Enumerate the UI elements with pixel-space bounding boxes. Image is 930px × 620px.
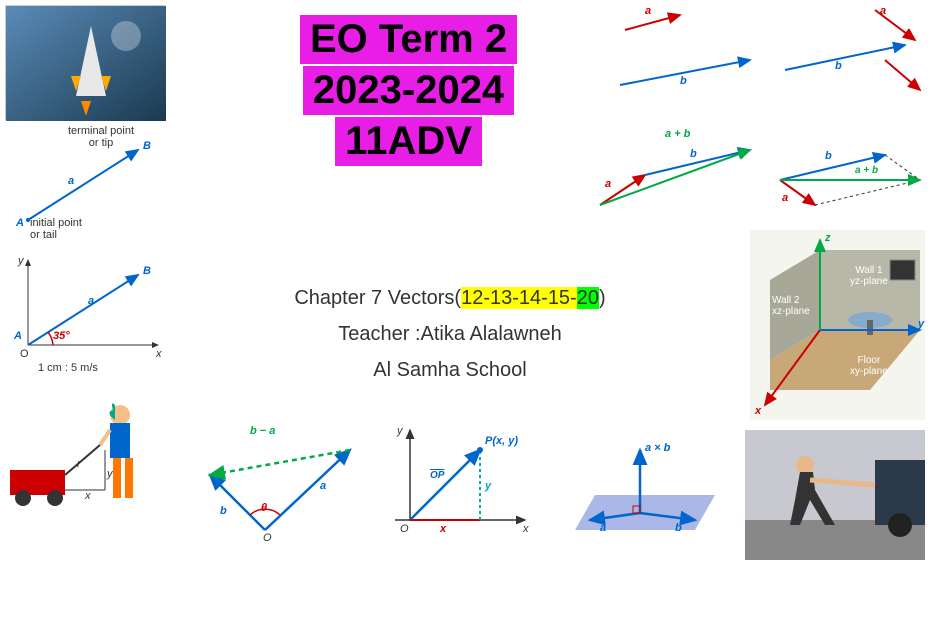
a-label-t: a <box>320 480 326 492</box>
origin-t: O <box>263 532 272 544</box>
wall1-label: Wall 1 yz-plane <box>850 265 888 287</box>
b-label-2: b <box>835 60 842 72</box>
y-axis-p: y <box>397 425 403 437</box>
y-axis-3d: y <box>918 318 924 330</box>
op-label: OP <box>430 470 444 481</box>
title-line-2: 2023-2024 <box>303 66 514 115</box>
b-label-3: b <box>690 148 697 160</box>
sum-label-3: a + b <box>665 128 690 140</box>
planes-3d-diagram: Wall 1 yz-plane Wall 2 xz-plane Floor xy… <box>750 230 925 420</box>
ba-label: b − a <box>250 425 275 437</box>
vector-sum-parallelogram: a b a + b <box>770 110 925 220</box>
subtitle-block: Chapter 7 Vectors(12-13-14-15-20) Teache… <box>240 280 660 388</box>
a-label-2: a <box>880 5 886 17</box>
chapter-line: Chapter 7 Vectors(12-13-14-15-20) <box>240 280 660 316</box>
origin: O <box>20 348 29 360</box>
sections-yellow: 12-13-14-15- <box>461 287 577 309</box>
pxy-diagram: y x O P(x, y) OP x y <box>385 420 535 550</box>
a-label-4: a <box>782 192 788 204</box>
angle-35: 35° <box>53 330 70 342</box>
wagon-diagram: r x y <box>5 390 175 520</box>
angle-diagram: y x B a A O 35° 1 cm : 5 m/s <box>8 250 168 380</box>
x-axis-p: x <box>523 523 529 535</box>
theta: θ <box>261 502 267 514</box>
title-line-3: 11ADV <box>335 117 482 166</box>
shuttle-image <box>5 5 165 120</box>
teacher-line: Teacher :Atika Alalawneh <box>240 316 660 352</box>
terminal-label: terminal point or tip <box>68 125 134 149</box>
point-a: A <box>16 217 24 229</box>
scale: 1 cm : 5 m/s <box>38 362 98 374</box>
pushing-image <box>745 430 925 560</box>
vector-pair-1: a b <box>610 5 760 105</box>
title-block: EO Term 2 2023-2024 11ADV <box>300 15 517 168</box>
sum-label-4: a + b <box>855 165 878 176</box>
axb-label: a × b <box>645 442 670 454</box>
x-axis: x <box>156 348 162 360</box>
x-axis-3d: x <box>755 405 761 417</box>
initial-label: initial point or tail <box>30 217 82 241</box>
b-label-c: b <box>675 522 682 534</box>
vector-a2: a <box>88 295 94 307</box>
b-label-t: b <box>220 505 227 517</box>
origin-p: O <box>400 523 409 535</box>
a-label-3: a <box>605 178 611 190</box>
cross-product-diagram: a × b a b <box>545 440 725 550</box>
r-label: r <box>77 458 81 470</box>
point-b2: B <box>143 265 151 277</box>
p-label: P(x, y) <box>485 435 518 447</box>
sections-green: 20 <box>577 287 599 309</box>
z-axis-3d: z <box>825 232 831 244</box>
a-label-1: a <box>645 5 651 17</box>
y-seg: y <box>485 480 491 492</box>
point-b: B <box>143 140 151 152</box>
b-label-4: b <box>825 150 832 162</box>
x-seg: x <box>440 523 446 535</box>
wall2-label: Wall 2 xz-plane <box>772 295 810 317</box>
point-a2: A <box>14 330 22 342</box>
b-label-1: b <box>680 75 687 87</box>
y-axis: y <box>18 255 24 267</box>
vector-a: a <box>68 175 74 187</box>
school-line: Al Samha School <box>240 352 660 388</box>
a-label-c: a <box>600 522 606 534</box>
title-line-1: EO Term 2 <box>300 15 517 64</box>
floor-label: Floor xy-plane <box>850 355 888 377</box>
x-label-w: x <box>85 490 91 502</box>
vector-pair-2: a b <box>780 5 925 105</box>
y-label-w: y <box>107 468 113 480</box>
vector-sum-triangle: a b a + b <box>590 110 760 220</box>
terminal-point-diagram: terminal point or tip B a A initial poin… <box>8 125 168 240</box>
ba-triangle-diagram: b − a a b θ O <box>195 420 375 550</box>
